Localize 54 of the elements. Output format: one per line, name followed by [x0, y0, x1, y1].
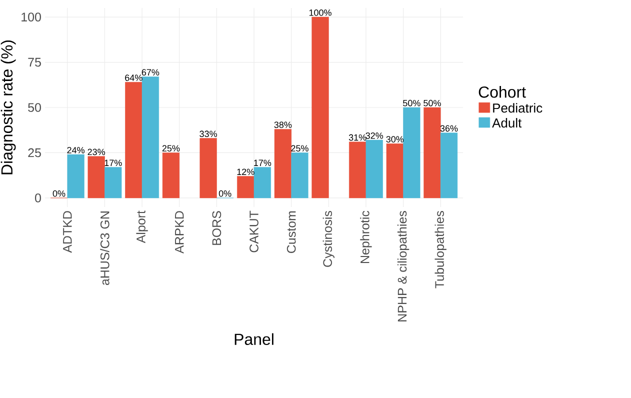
x-tick-label: Tubulopathies: [434, 210, 446, 288]
bar: [274, 129, 292, 198]
legend-label: Adult: [492, 118, 522, 128]
bar: [403, 107, 420, 198]
data-label: 38%: [274, 122, 292, 128]
x-tick-label: BORS: [212, 211, 222, 245]
x-tick-label: Nephrotic: [360, 210, 372, 263]
bar: [162, 152, 180, 198]
legend-title: Cohort: [478, 86, 526, 98]
data-label: 100%: [309, 9, 332, 16]
x-tick-label: ARPKD: [175, 211, 184, 254]
y-tick-label: 0: [35, 194, 41, 202]
data-label: 31%: [348, 134, 366, 141]
bar: [349, 142, 366, 198]
bar: [104, 167, 122, 198]
bar: [386, 144, 404, 198]
y-tick-label: 75: [28, 58, 41, 67]
data-label: 50%: [424, 100, 441, 106]
y-axis-title: Diagnostic rate (%): [0, 40, 16, 174]
y-tick-label: 25: [28, 148, 41, 158]
data-label: 50%: [403, 100, 420, 106]
bar: [142, 76, 159, 198]
data-label: 32%: [366, 132, 384, 139]
bar: [424, 107, 441, 198]
bar: [200, 138, 217, 198]
bar: [67, 154, 84, 198]
legend-label: Pediatric: [493, 103, 542, 113]
bar: [254, 167, 271, 198]
bar: [88, 156, 105, 198]
x-tick-label: NPHP & ciliopathies: [397, 211, 410, 322]
bar: [125, 82, 142, 198]
x-tick-label: Custom: [286, 211, 296, 253]
data-label: 24%: [67, 146, 84, 154]
y-tick-label: 100: [22, 12, 41, 22]
data-label: 17%: [254, 160, 272, 166]
x-axis-title: Panel: [234, 333, 274, 345]
bar: [440, 132, 458, 198]
bar: [312, 16, 329, 198]
data-label: 0%: [52, 190, 66, 197]
x-tick-label: Alport: [136, 210, 148, 244]
bar: [291, 152, 308, 198]
x-tick-label: ADTKD: [63, 211, 72, 253]
data-label: 0%: [218, 190, 232, 197]
bar: [237, 176, 254, 198]
data-label: 30%: [386, 136, 404, 142]
bar: [366, 140, 383, 198]
data-label: 67%: [142, 69, 160, 76]
data-label: 25%: [162, 145, 180, 152]
y-tick-label: 50: [28, 103, 41, 112]
data-label: 23%: [88, 148, 106, 156]
data-label: 33%: [200, 130, 217, 138]
x-tick-label: CAKUT: [250, 210, 258, 252]
x-tick-label: aHUS/C3 GN: [100, 212, 110, 286]
x-tick-label: Cystinosis: [322, 210, 334, 267]
